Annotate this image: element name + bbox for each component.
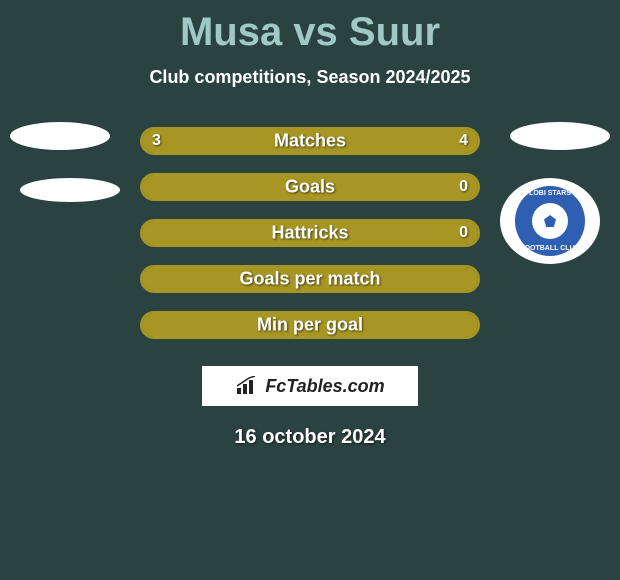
- stat-bar: 0 Goals: [140, 173, 480, 201]
- bar-chart-icon: [235, 376, 259, 396]
- stat-label: Goals per match: [239, 269, 380, 290]
- stat-value-right: 4: [459, 132, 468, 150]
- stat-label: Hattricks: [271, 223, 348, 244]
- stat-bar: 0 Hattricks: [140, 219, 480, 247]
- page-title: Musa vs Suur: [0, 0, 620, 55]
- stat-bar: Min per goal: [140, 311, 480, 339]
- stat-value-left: 3: [152, 132, 161, 150]
- fctables-watermark: FcTables.com: [202, 366, 418, 406]
- stat-row: 0 Goals: [0, 164, 620, 210]
- stat-row: Min per goal: [0, 302, 620, 348]
- stat-label: Goals: [285, 177, 335, 198]
- stat-bar: 3 4 Matches: [140, 127, 480, 155]
- stat-label: Matches: [274, 131, 346, 152]
- stat-label: Min per goal: [257, 315, 363, 336]
- bar-fill-left: [142, 129, 286, 153]
- stat-value-right: 0: [459, 178, 468, 196]
- watermark-text: FcTables.com: [265, 376, 384, 397]
- stat-row: Goals per match: [0, 256, 620, 302]
- stat-row: 3 4 Matches: [0, 118, 620, 164]
- snapshot-date: 16 october 2024: [0, 426, 620, 449]
- comparison-chart: 3 4 Matches 0 Goals 0 Hattricks Goals per match…: [0, 118, 620, 348]
- page-subtitle: Club competitions, Season 2024/2025: [0, 67, 620, 88]
- stat-row: 0 Hattricks: [0, 210, 620, 256]
- stat-value-right: 0: [459, 224, 468, 242]
- stat-bar: Goals per match: [140, 265, 480, 293]
